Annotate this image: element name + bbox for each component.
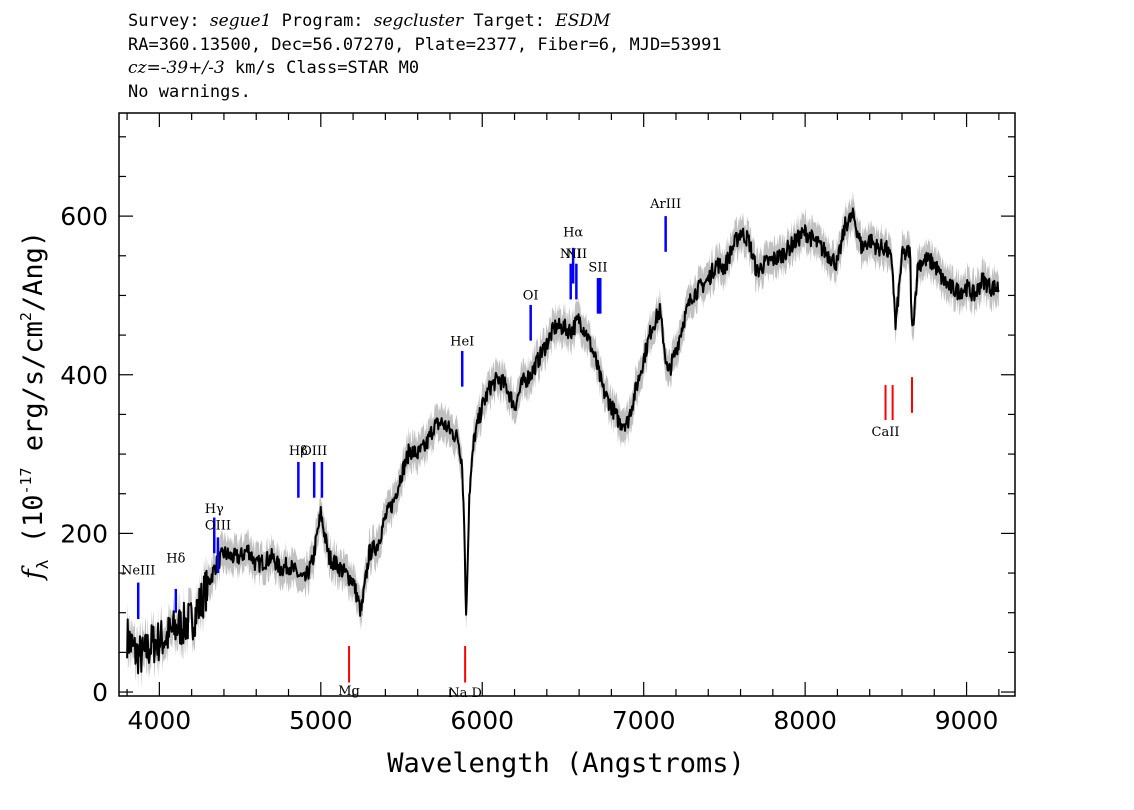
x-tick-label: 8000 — [773, 706, 837, 735]
emission-line-label: OI — [523, 288, 539, 303]
emission-line-label: NII — [560, 247, 582, 262]
plot-frame — [118, 112, 1016, 697]
emission-line-label: HeI — [450, 334, 474, 349]
emission-line-label: Hγ — [205, 502, 224, 517]
x-tick-label: 5000 — [289, 706, 353, 735]
y-tick-label: 400 — [60, 361, 108, 390]
survey-label: Survey: — [128, 11, 200, 31]
target-label: Target: — [473, 11, 546, 31]
ylabel-exp: -17 — [17, 467, 35, 494]
x-tick-label: 9000 — [935, 706, 999, 735]
absorption-line-label: Na D — [448, 686, 482, 701]
ylabel-f: f — [18, 565, 49, 581]
program-label: Program: — [281, 11, 364, 31]
absorption-line-label: CaII — [872, 425, 900, 440]
y-tick-label: 600 — [60, 202, 108, 231]
emission-line-label: Hδ — [166, 552, 185, 567]
cz-label: cz= — [128, 58, 161, 78]
emission-line-label: NeIII — [121, 564, 155, 579]
ylabel-text-2: erg/s/cm — [18, 321, 49, 467]
program-value: segcluster — [373, 11, 464, 31]
emission-line-label: NII — [566, 247, 588, 262]
y-tick-label: 200 — [60, 519, 108, 548]
axes-layer: 4000 5000 6000 7000 8000 9000 0 200 400 600 — [60, 112, 1016, 735]
survey-value: segue1 — [209, 11, 272, 31]
spectral-lines-layer: NeIIIHδHγOIIIHβOIIIHeIOINIIHαNIISIIArIII… — [121, 197, 914, 701]
emission-line-label: OIII — [301, 444, 327, 459]
emission-line-label: ArIII — [649, 197, 681, 212]
emission-line-label: Hβ — [289, 444, 308, 459]
ylabel-sq: 2 — [17, 312, 35, 321]
header-line-survey: Survey: segue1 Program: segcluster Targe… — [128, 10, 722, 34]
emission-line-label: OIII — [205, 518, 231, 533]
target-value: ESDM — [555, 11, 611, 31]
y-tick-label: 0 — [92, 678, 108, 707]
emission-line-label: SII — [588, 261, 607, 276]
y-axis-title: fλ (10-17 erg/s/cm2/Ang) — [17, 231, 52, 581]
error-band — [127, 191, 999, 689]
x-axis-title: Wavelength (Angstroms) — [387, 748, 745, 779]
flux-layer — [126, 207, 1000, 675]
x-tick-label: 6000 — [450, 706, 514, 735]
x-tick-label: 4000 — [128, 706, 192, 735]
header-line-warnings: No warnings. — [128, 81, 251, 102]
header-line-redshift: cz=-39+/-3 km/s Class=STAR M0 — [128, 57, 722, 81]
absorption-line-label: Mg — [338, 684, 360, 699]
x-tick-label: 7000 — [612, 706, 676, 735]
spectrum-header: Survey: segue1 Program: segcluster Targe… — [128, 10, 722, 104]
cz-value: -39+/-3 — [160, 58, 225, 78]
ylabel-text-3: /Ang) — [18, 231, 49, 312]
flux-series-line — [126, 207, 1000, 675]
ylabel-text-1: (10 — [18, 495, 49, 560]
cz-units-class: km/s Class=STAR M0 — [234, 58, 420, 78]
ylabel-lambda: λ — [33, 559, 52, 569]
error-band-layer — [127, 191, 999, 689]
emission-line-label: Hα — [563, 226, 583, 241]
header-line-coordinates: RA=360.13500, Dec=56.07270, Plate=2377, … — [128, 34, 722, 55]
